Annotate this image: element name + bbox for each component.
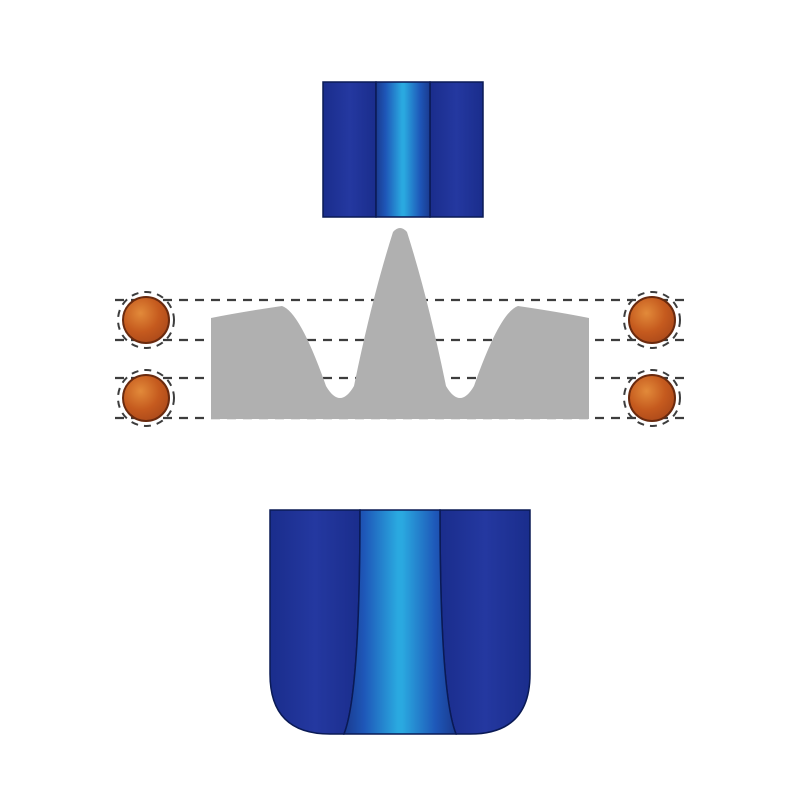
roller-left-top xyxy=(123,297,169,343)
top-punch-right xyxy=(430,82,483,217)
diagram-root xyxy=(0,0,800,800)
roller-right-bottom xyxy=(629,375,675,421)
bottom-cup-bore xyxy=(344,510,456,734)
workpiece-crown xyxy=(211,228,589,419)
top-punch-left xyxy=(323,82,376,217)
bottom-cup-left-wall xyxy=(270,510,360,734)
roller-left-bottom xyxy=(123,375,169,421)
top-punch-center xyxy=(376,82,430,217)
bottom-cup-right-wall xyxy=(440,510,530,734)
roller-right-top xyxy=(629,297,675,343)
